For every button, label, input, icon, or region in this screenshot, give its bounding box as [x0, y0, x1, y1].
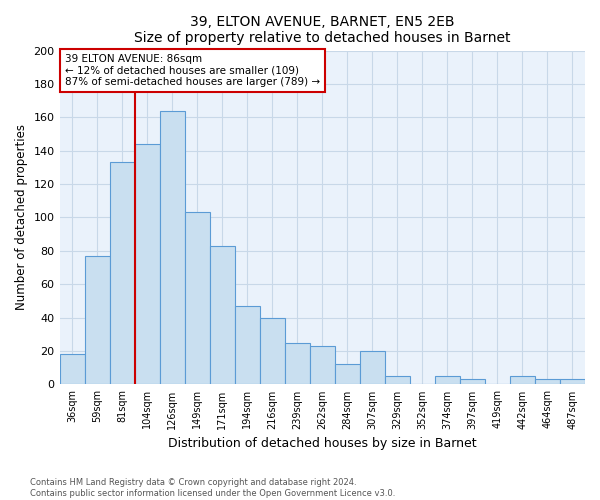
Bar [560, 380, 585, 384]
Bar [110, 162, 134, 384]
Bar [510, 376, 535, 384]
Bar [335, 364, 360, 384]
Bar [134, 144, 160, 384]
Bar [310, 346, 335, 385]
Bar [535, 380, 560, 384]
Bar [235, 306, 260, 384]
Bar [85, 256, 110, 384]
X-axis label: Distribution of detached houses by size in Barnet: Distribution of detached houses by size … [168, 437, 476, 450]
Bar [385, 376, 410, 384]
Bar [185, 212, 209, 384]
Bar [285, 342, 310, 384]
Bar [59, 354, 85, 384]
Y-axis label: Number of detached properties: Number of detached properties [15, 124, 28, 310]
Text: Contains HM Land Registry data © Crown copyright and database right 2024.
Contai: Contains HM Land Registry data © Crown c… [30, 478, 395, 498]
Bar [460, 380, 485, 384]
Bar [160, 110, 185, 384]
Bar [260, 318, 285, 384]
Bar [360, 351, 385, 384]
Text: 39 ELTON AVENUE: 86sqm
← 12% of detached houses are smaller (109)
87% of semi-de: 39 ELTON AVENUE: 86sqm ← 12% of detached… [65, 54, 320, 87]
Bar [209, 246, 235, 384]
Title: 39, ELTON AVENUE, BARNET, EN5 2EB
Size of property relative to detached houses i: 39, ELTON AVENUE, BARNET, EN5 2EB Size o… [134, 15, 511, 45]
Bar [435, 376, 460, 384]
